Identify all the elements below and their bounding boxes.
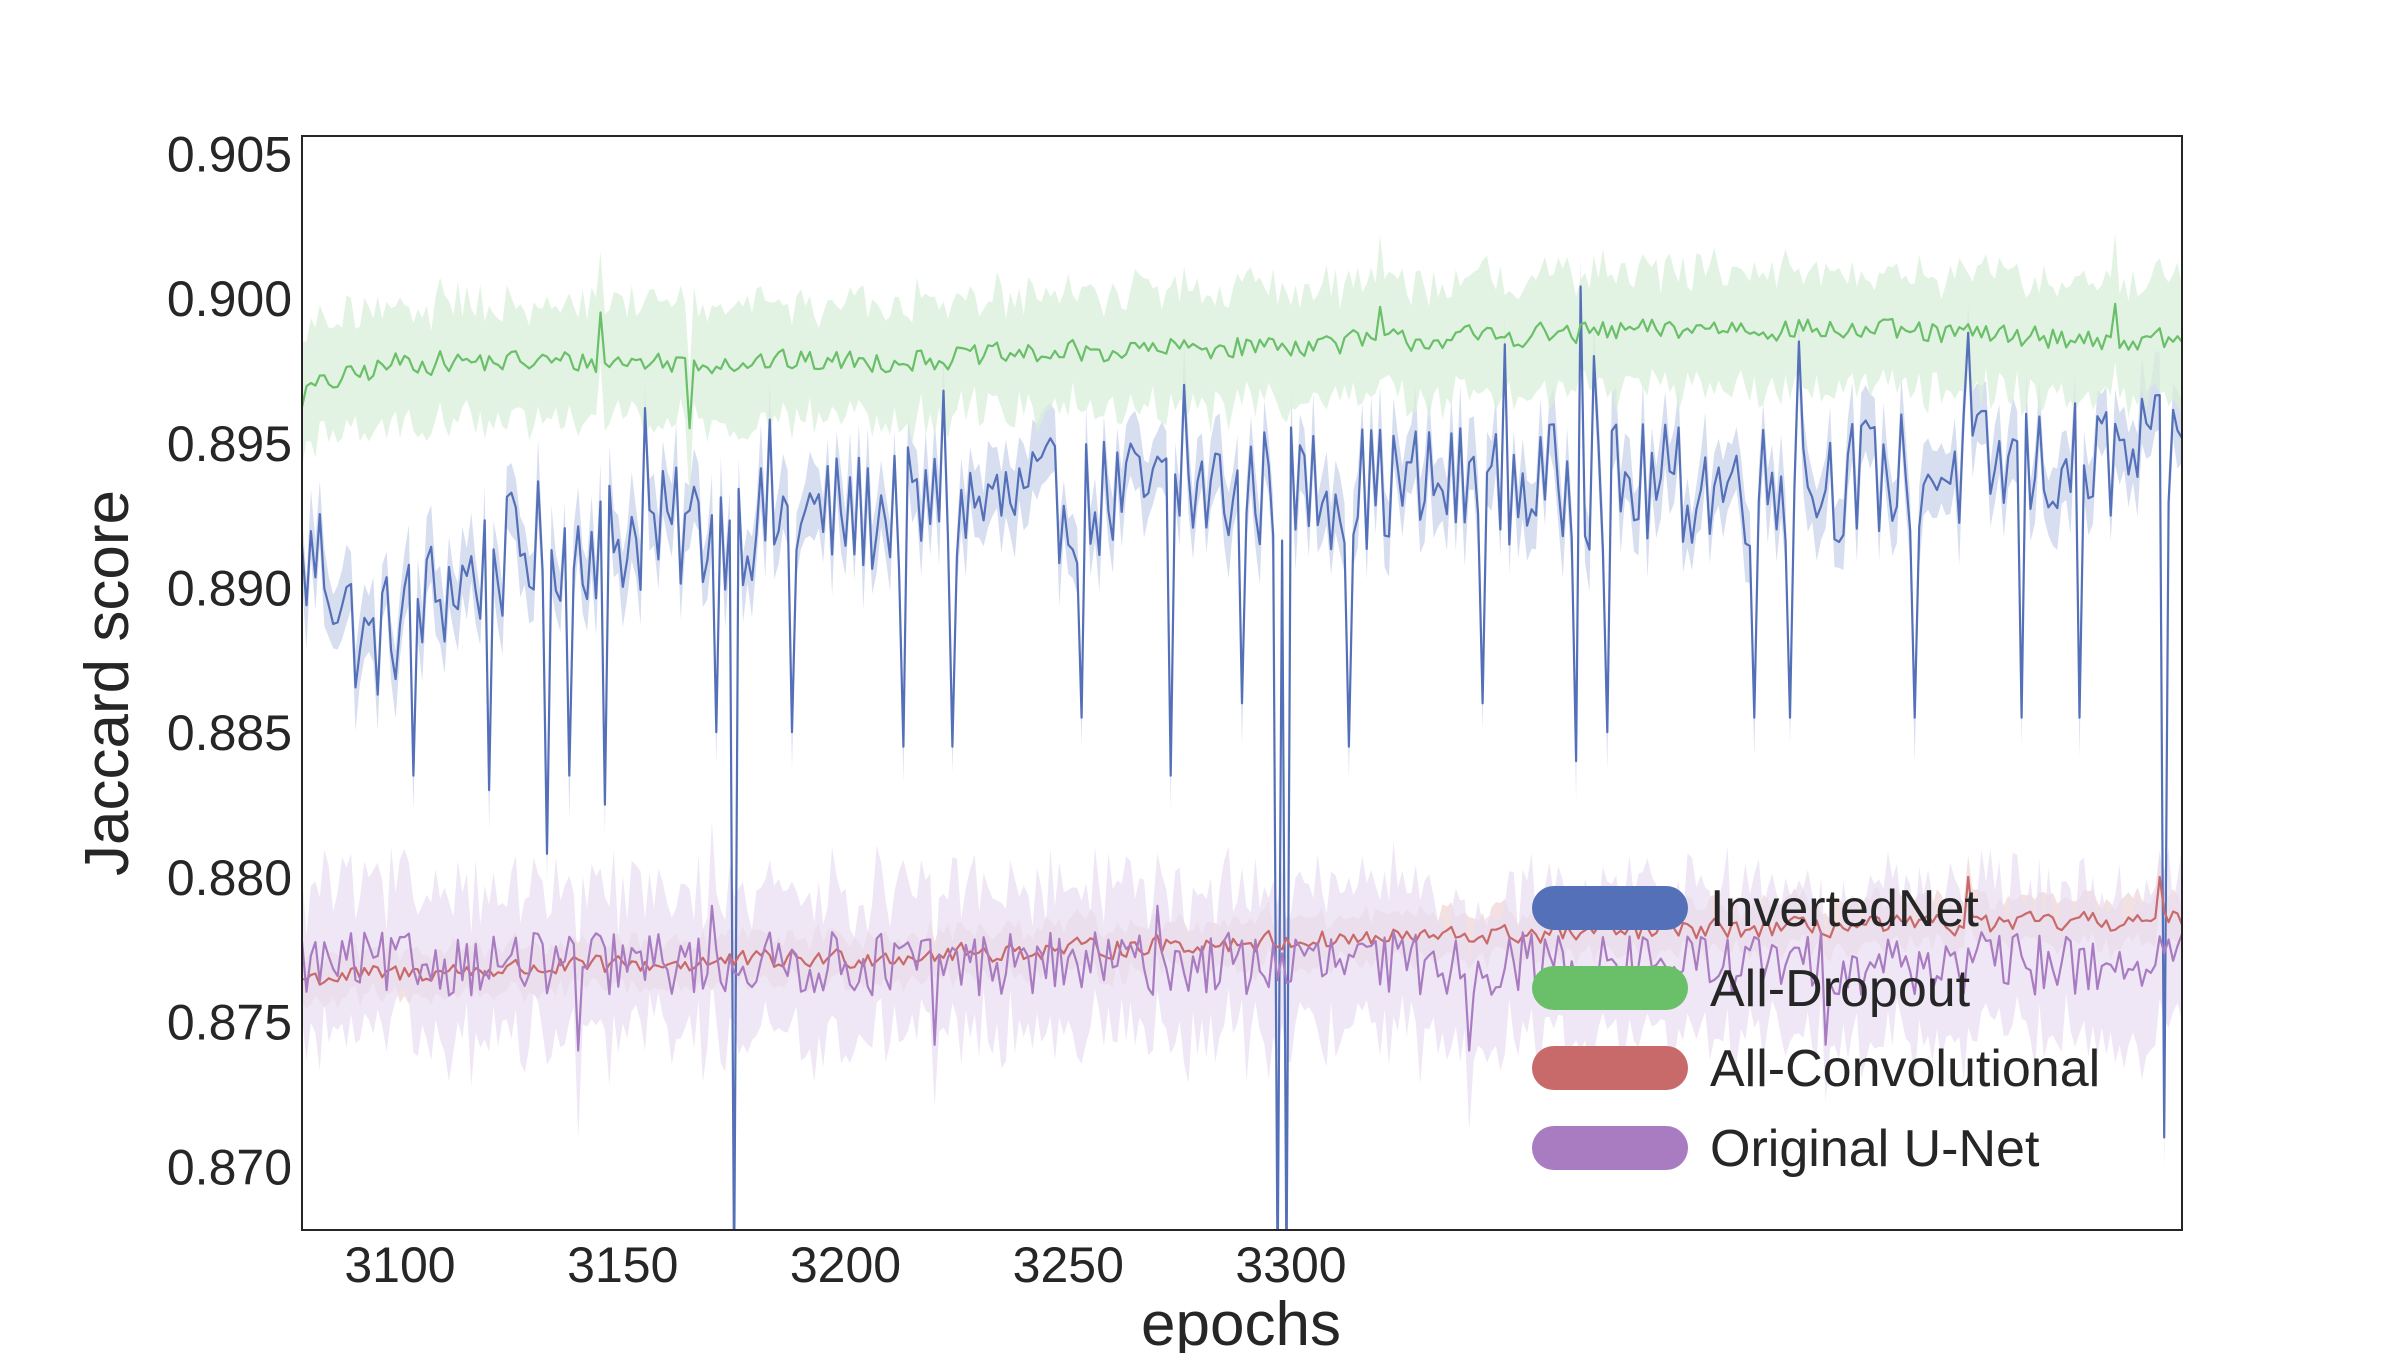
y-tick-label: 0.900 <box>167 271 292 327</box>
x-axis-label: epochs <box>1141 1290 1341 1353</box>
x-tick-labels: 3100 3150 3200 3250 3300 <box>344 1237 1346 1293</box>
plot-frame <box>301 135 2183 1231</box>
y-tick-label: 0.895 <box>167 416 292 472</box>
legend-swatch <box>1532 886 1688 930</box>
y-tick-label: 0.870 <box>167 1139 292 1195</box>
legend-swatch <box>1532 1046 1688 1090</box>
series-line-all-dropout <box>302 302 2182 430</box>
y-axis-label: Jaccard score <box>73 490 142 876</box>
band-original-u-net <box>302 820 2182 1140</box>
x-tick-label: 3100 <box>344 1237 455 1293</box>
y-tick-label: 0.875 <box>167 995 292 1051</box>
legend-swatch <box>1532 966 1688 1010</box>
x-tick-label: 3150 <box>567 1237 678 1293</box>
y-tick-label: 0.905 <box>167 126 292 182</box>
series-lines <box>302 285 2182 1230</box>
x-tick-label: 3300 <box>1235 1237 1346 1293</box>
y-tick-label: 0.880 <box>167 850 292 906</box>
x-tick-label: 3250 <box>1013 1237 1124 1293</box>
y-tick-label: 0.890 <box>167 561 292 617</box>
legend-label: InvertedNet <box>1710 880 1979 938</box>
y-tick-labels: 0.870 0.875 0.880 0.885 0.890 0.895 0.900 0.905 <box>167 126 292 1195</box>
y-tick-label: 0.885 <box>167 705 292 761</box>
band-all-dropout <box>302 233 2182 502</box>
x-tick-label: 3200 <box>790 1237 901 1293</box>
legend-label: Original U-Net <box>1710 1120 2040 1178</box>
legend: InvertedNet All-Dropout All-Convolutional O… <box>1532 880 2100 1178</box>
series-line-invertednet <box>302 285 2182 1230</box>
legend-swatch <box>1532 1126 1688 1170</box>
legend-label: All-Dropout <box>1710 960 1971 1018</box>
series-line-original-u-net <box>302 904 2182 1052</box>
legend-label: All-Convolutional <box>1710 1040 2100 1098</box>
